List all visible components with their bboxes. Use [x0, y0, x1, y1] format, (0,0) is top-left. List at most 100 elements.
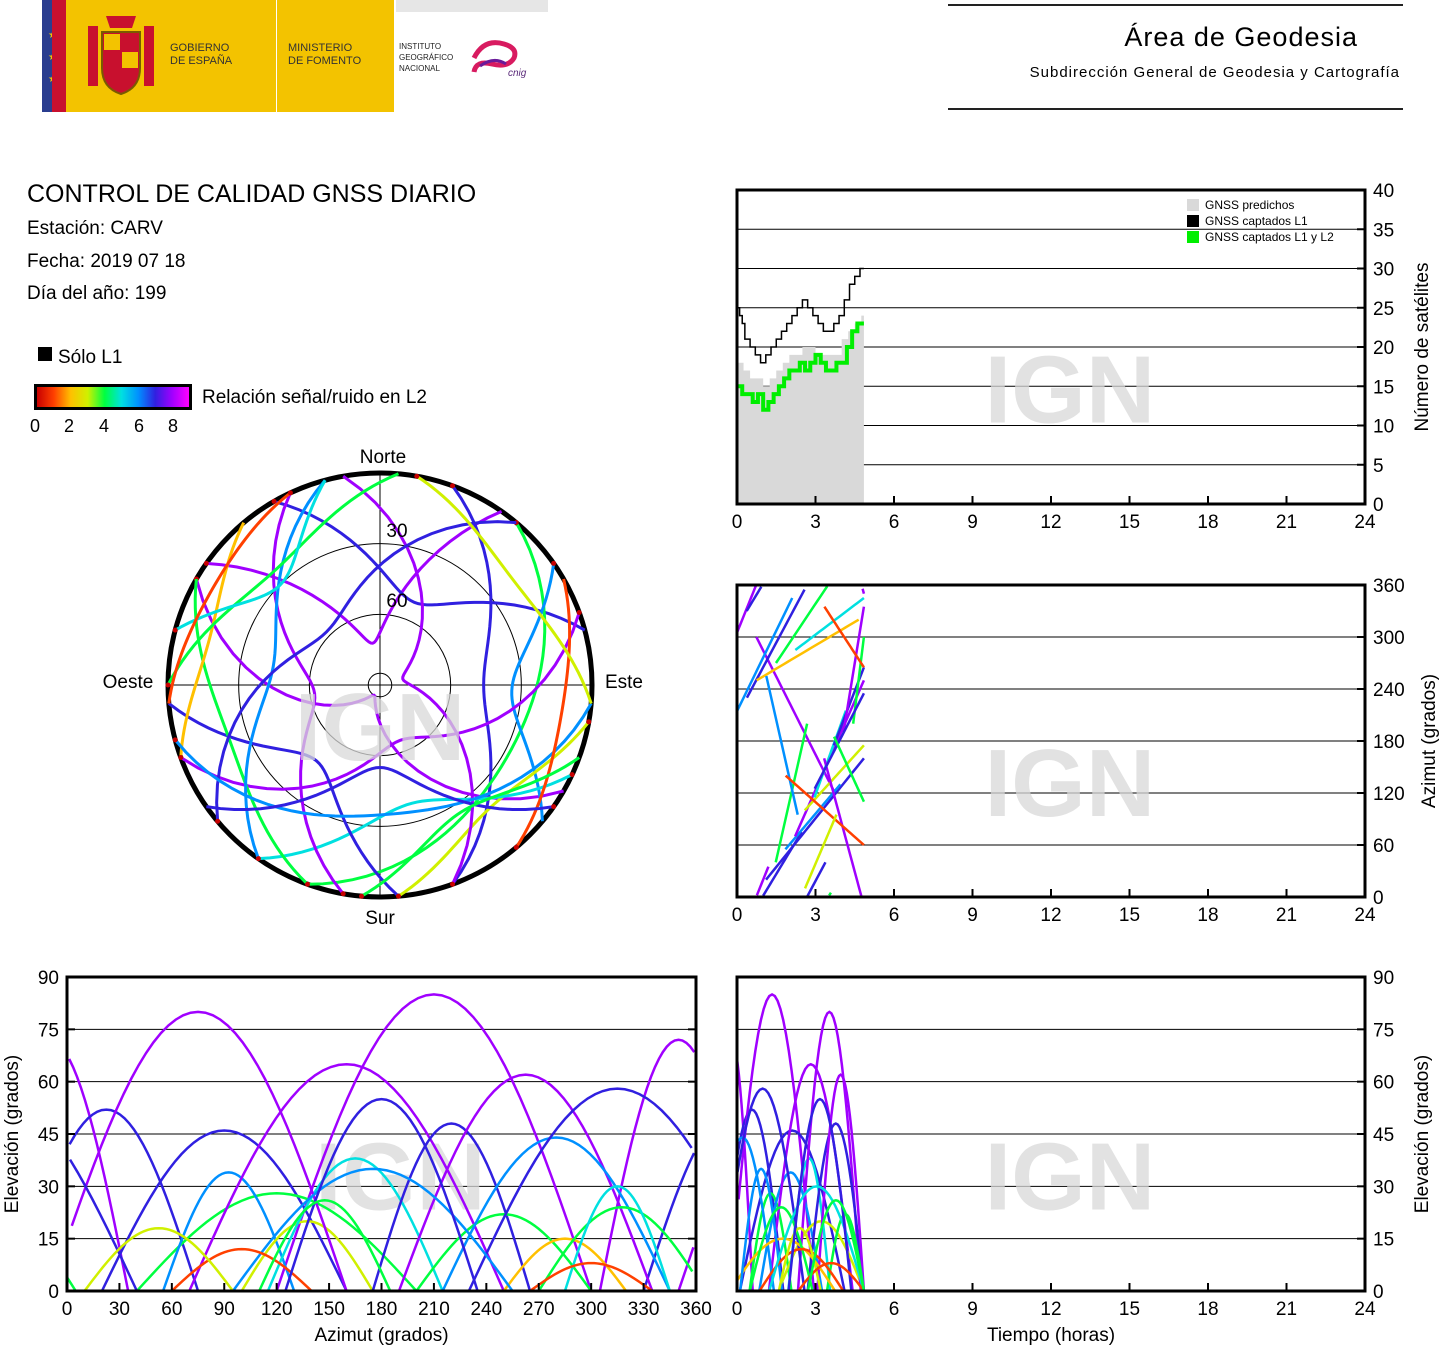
azimuth-track [806, 861, 827, 898]
elevation-time-track [767, 1185, 866, 1292]
azimuth-track [828, 891, 832, 897]
government-text: GOBIERNO DE ESPAÑA [170, 42, 233, 67]
skyplot-ring [308, 613, 452, 757]
track-end-marker [586, 719, 592, 725]
ring-label-30: 30 [386, 521, 407, 542]
x-tick-label: 3 [810, 905, 821, 926]
track-end-marker [450, 881, 456, 887]
legend-label: GNSS predichos [1205, 198, 1294, 212]
x-tick-label: 6 [889, 1299, 900, 1320]
watermark-text: IGN [985, 1123, 1156, 1230]
elevation-time-track [806, 1198, 866, 1292]
station-label: Estación: CARV [27, 218, 163, 239]
l1l2-series-line [737, 321, 864, 412]
x-tick-label: 21 [1276, 512, 1297, 533]
x-tick-label: 270 [523, 1299, 555, 1320]
skyplot-track [244, 479, 327, 860]
track-end-marker [513, 844, 519, 850]
west-label: Oeste [103, 672, 154, 693]
azimuth-track [784, 774, 865, 846]
track-end-marker [576, 609, 582, 615]
x-axis-label: Azimut (grados) [314, 1325, 448, 1346]
colorbar-tick: 0 [30, 416, 41, 436]
elevation-time-track [737, 992, 816, 1292]
elevation-azimuth-track [642, 1152, 696, 1292]
elevation-time-track [806, 1122, 866, 1292]
logo-divider [276, 0, 277, 112]
y-tick-label: 0 [48, 1282, 59, 1303]
azimuth-track [765, 675, 799, 815]
skyplot-track [206, 765, 554, 812]
elevation-azimuth-track [415, 1212, 593, 1292]
track-end-marker [450, 483, 456, 489]
x-tick-label: 6 [889, 905, 900, 926]
y-tick-label: 0 [1373, 888, 1384, 909]
x-tick-label: 0 [732, 905, 743, 926]
ring-label-60: 60 [386, 591, 407, 612]
x-tick-label: 9 [967, 1299, 978, 1320]
skyplot-track [174, 702, 593, 818]
area-title: Área de Geodesia [1124, 22, 1358, 52]
x-tick-label: 0 [62, 1299, 73, 1320]
azimuth-track [832, 736, 866, 803]
track-end-marker [271, 498, 277, 504]
azimuth-track [774, 585, 829, 664]
y-tick-label: 15 [1373, 1230, 1394, 1251]
track-end-marker [340, 891, 346, 897]
x-tick-label: 330 [628, 1299, 660, 1320]
cnig-logo-icon: cnig [471, 40, 527, 79]
x-tick-label: 21 [1276, 1299, 1297, 1320]
x-tick-label: 6 [889, 512, 900, 533]
x-tick-label: 9 [967, 905, 978, 926]
azimuth-track [823, 605, 865, 669]
x-tick-label: 18 [1197, 1299, 1218, 1320]
elevation-azimuth-track [66, 1277, 77, 1292]
x-tick-label: 9 [967, 512, 978, 533]
south-label: Sur [365, 908, 395, 929]
azimuth-track [813, 692, 866, 790]
legend-label: GNSS captados L1 [1205, 214, 1308, 228]
watermark-text: IGN [985, 336, 1156, 443]
y-tick-label: 15 [1373, 377, 1394, 398]
x-tick-label: 3 [810, 512, 821, 533]
y-tick-label: 180 [1373, 732, 1405, 753]
predicted-area [737, 315, 864, 504]
x-tick-label: 0 [732, 512, 743, 533]
elevation-azimuth-track [284, 1097, 479, 1292]
y-tick-label: 0 [1373, 495, 1384, 516]
azimuth-track [842, 606, 866, 733]
x-axis-label: Tiempo (horas) [987, 1325, 1115, 1346]
elevation-azimuth-track [135, 1192, 418, 1292]
watermark-text: IGN [985, 730, 1156, 837]
track-end-marker [287, 490, 293, 496]
azimuth-track [774, 723, 809, 863]
track-end-marker [304, 881, 310, 887]
ign-logo [396, 0, 548, 112]
azimuth-track [765, 757, 865, 881]
y-tick-label: 75 [38, 1020, 59, 1041]
y-tick-label: 20 [1373, 338, 1394, 359]
x-tick-label: 240 [470, 1299, 502, 1320]
elevation-azimuth-track [529, 1261, 654, 1293]
header-rule-top [948, 4, 1403, 6]
x-tick-label: 0 [732, 1299, 743, 1320]
skyplot-track [174, 479, 327, 632]
y-tick-label: 25 [1373, 299, 1394, 320]
y-axis-label: Azimut (grados) [1419, 674, 1440, 808]
track-end-marker [551, 560, 557, 566]
track-end-marker [215, 818, 221, 824]
y-tick-label: 75 [1373, 1020, 1394, 1041]
colorbar-tick: 6 [134, 416, 145, 436]
x-tick-label: 120 [261, 1299, 293, 1320]
y-tick-label: 40 [1373, 181, 1394, 202]
elevation-azimuth-track [68, 1108, 200, 1292]
elevation-azimuth-track [441, 1136, 671, 1292]
skyplot-track [206, 509, 503, 645]
y-tick-label: 30 [38, 1177, 59, 1198]
y-tick-label: 45 [1373, 1125, 1394, 1146]
colorbar-tick: 2 [64, 416, 75, 436]
y-tick-label: 35 [1373, 220, 1394, 241]
report-title: CONTROL DE CALIDAD GNSS DIARIO [27, 180, 477, 208]
